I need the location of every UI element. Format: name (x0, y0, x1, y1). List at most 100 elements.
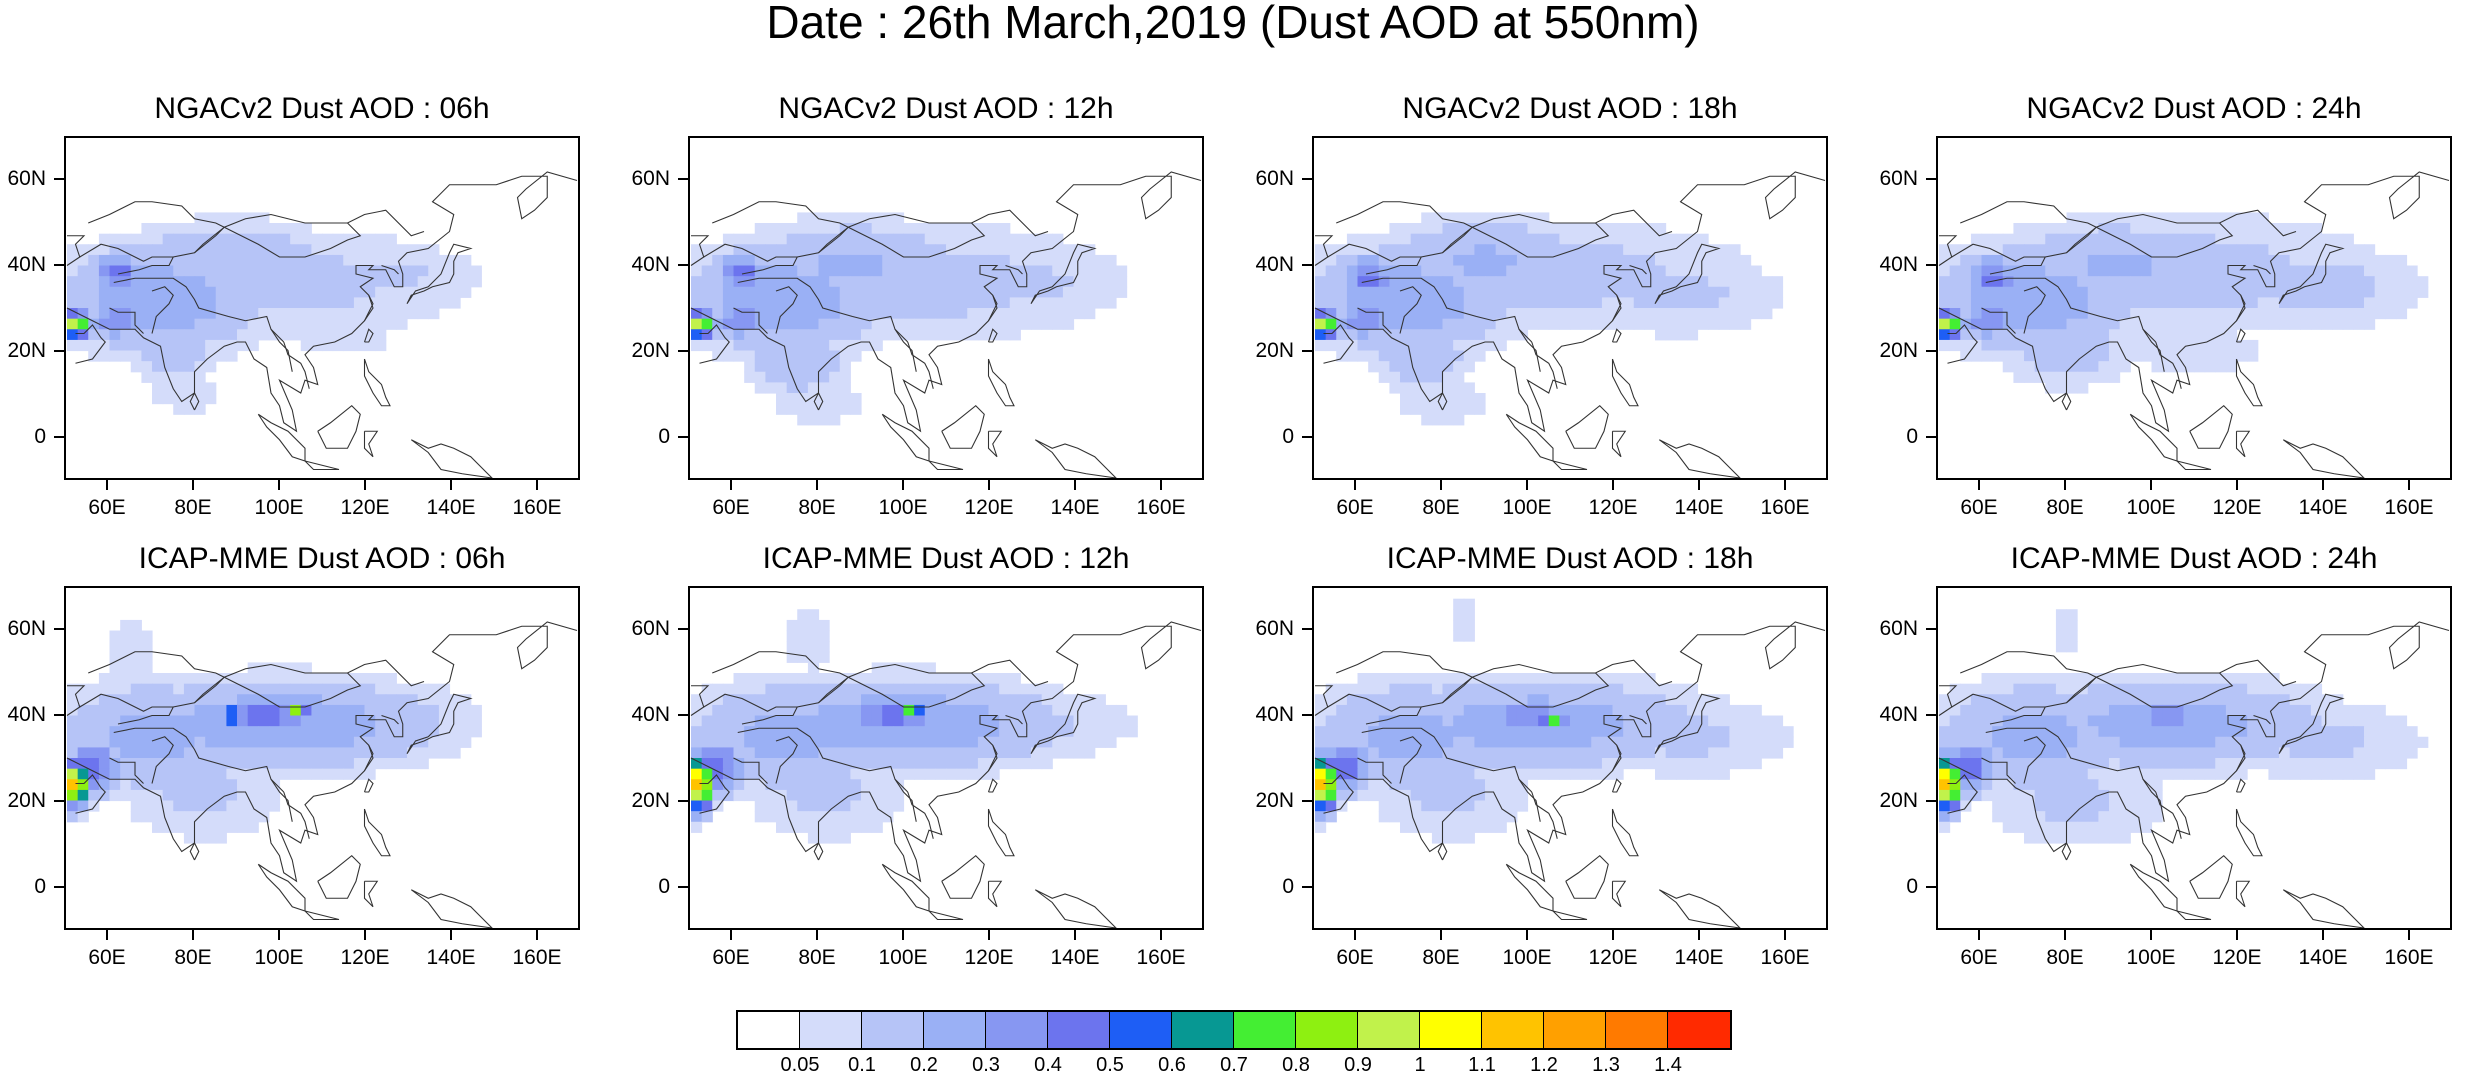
aod-cell (300, 308, 312, 320)
aod-cell (1463, 393, 1475, 405)
aod-cell (892, 276, 905, 288)
aod-cell (183, 361, 196, 373)
coastline (987, 808, 1015, 857)
aod-cell (1782, 736, 1794, 748)
aod-cell (2289, 704, 2301, 717)
aod-cell (1612, 318, 1624, 330)
aod-cell (882, 768, 894, 780)
aod-cell (1708, 758, 1720, 770)
coastline (1951, 243, 2046, 262)
aod-cell (1686, 758, 1699, 770)
aod-cell (1073, 276, 1085, 288)
aod-cell (712, 244, 724, 256)
aod-cell (2055, 265, 2068, 277)
aod-cell (839, 715, 851, 727)
aod-cell (2247, 286, 2259, 298)
aod-cell (353, 244, 366, 256)
coastline (737, 727, 909, 793)
aod-cell (407, 244, 419, 256)
aod-cell (691, 339, 703, 352)
aod-cell (130, 265, 142, 277)
aod-cell (754, 704, 766, 717)
map-panel (688, 586, 1204, 930)
aod-cell (2257, 758, 2269, 770)
aod-cell (237, 747, 249, 759)
coastline (363, 778, 374, 793)
aod-cell (1315, 244, 1327, 256)
aod-cell (1031, 276, 1043, 288)
aod-cell (1516, 747, 1529, 759)
aod-cell (1601, 673, 1614, 685)
aod-cell (871, 694, 883, 706)
aod-cell (839, 371, 851, 383)
aod-cell (1949, 286, 1961, 298)
aod-cell (194, 673, 206, 685)
aod-cell (988, 704, 1000, 717)
aod-cell (1336, 715, 1348, 727)
aod-cell (77, 265, 89, 277)
aod-cell (1612, 768, 1624, 780)
aod-cell (818, 736, 830, 748)
aod-cell (1094, 265, 1106, 277)
aod-cell (205, 244, 217, 256)
coastline (79, 243, 174, 262)
aod-cell (1580, 694, 1592, 706)
lon-label: 120E (2212, 946, 2262, 969)
coastline (2235, 358, 2263, 407)
aod-cell (1378, 673, 1390, 685)
aod-cell (2140, 265, 2153, 277)
aod-cell (2342, 704, 2354, 717)
aod-cell (2172, 768, 2184, 780)
aod-cell (1410, 265, 1422, 277)
aod-cell (2332, 704, 2344, 717)
aod-cell (754, 683, 766, 695)
aod-cell (2172, 747, 2184, 759)
lon-label: 140E (1050, 946, 1100, 969)
aod-cell (67, 694, 79, 706)
aod-cell (173, 318, 185, 330)
aod-cell (226, 265, 238, 277)
aod-cell (162, 736, 174, 748)
aod-cell (77, 758, 89, 770)
aod-cell (1644, 297, 1656, 309)
aod-cell (173, 244, 185, 256)
coastline (2253, 714, 2271, 725)
aod-cell (215, 286, 227, 298)
lat-tick (1302, 178, 1312, 180)
aod-cell (1474, 339, 1486, 352)
aod-cell (1378, 244, 1390, 256)
aod-cell (2321, 694, 2333, 706)
aod-cell (1020, 254, 1032, 267)
aod-cell (1453, 308, 1465, 320)
aod-cell (1623, 736, 1635, 748)
aod-cell (67, 339, 79, 352)
aod-cell (215, 715, 227, 727)
aod-cell (2045, 339, 2057, 352)
aod-cell (120, 641, 132, 653)
aod-cell (1548, 318, 1560, 330)
aod-cell (1378, 704, 1390, 717)
aod-cell (2130, 758, 2142, 770)
aod-cell (1538, 768, 1550, 780)
aod-cell (977, 308, 990, 320)
aod-cell (850, 694, 862, 706)
aod-cell (2066, 704, 2078, 717)
aod-cell (183, 403, 196, 415)
aod-cell (88, 704, 100, 717)
aod-cell (141, 704, 153, 717)
lon-label: 160E (512, 946, 562, 969)
map-canvas (1314, 598, 1826, 928)
aod-cell (311, 329, 323, 341)
aod-cell (1939, 758, 1951, 770)
lon-label: 140E (1674, 496, 1724, 519)
aod-cell (1378, 297, 1390, 309)
aod-cell (2024, 768, 2036, 780)
aod-cell (818, 758, 830, 770)
aod-cell (754, 736, 766, 748)
aod-cell (786, 339, 798, 352)
aod-cell (1325, 811, 1337, 823)
aod-cell (1485, 254, 1497, 267)
aod-cell (977, 704, 990, 717)
aod-cell (353, 276, 366, 288)
aod-cell (1410, 318, 1422, 330)
